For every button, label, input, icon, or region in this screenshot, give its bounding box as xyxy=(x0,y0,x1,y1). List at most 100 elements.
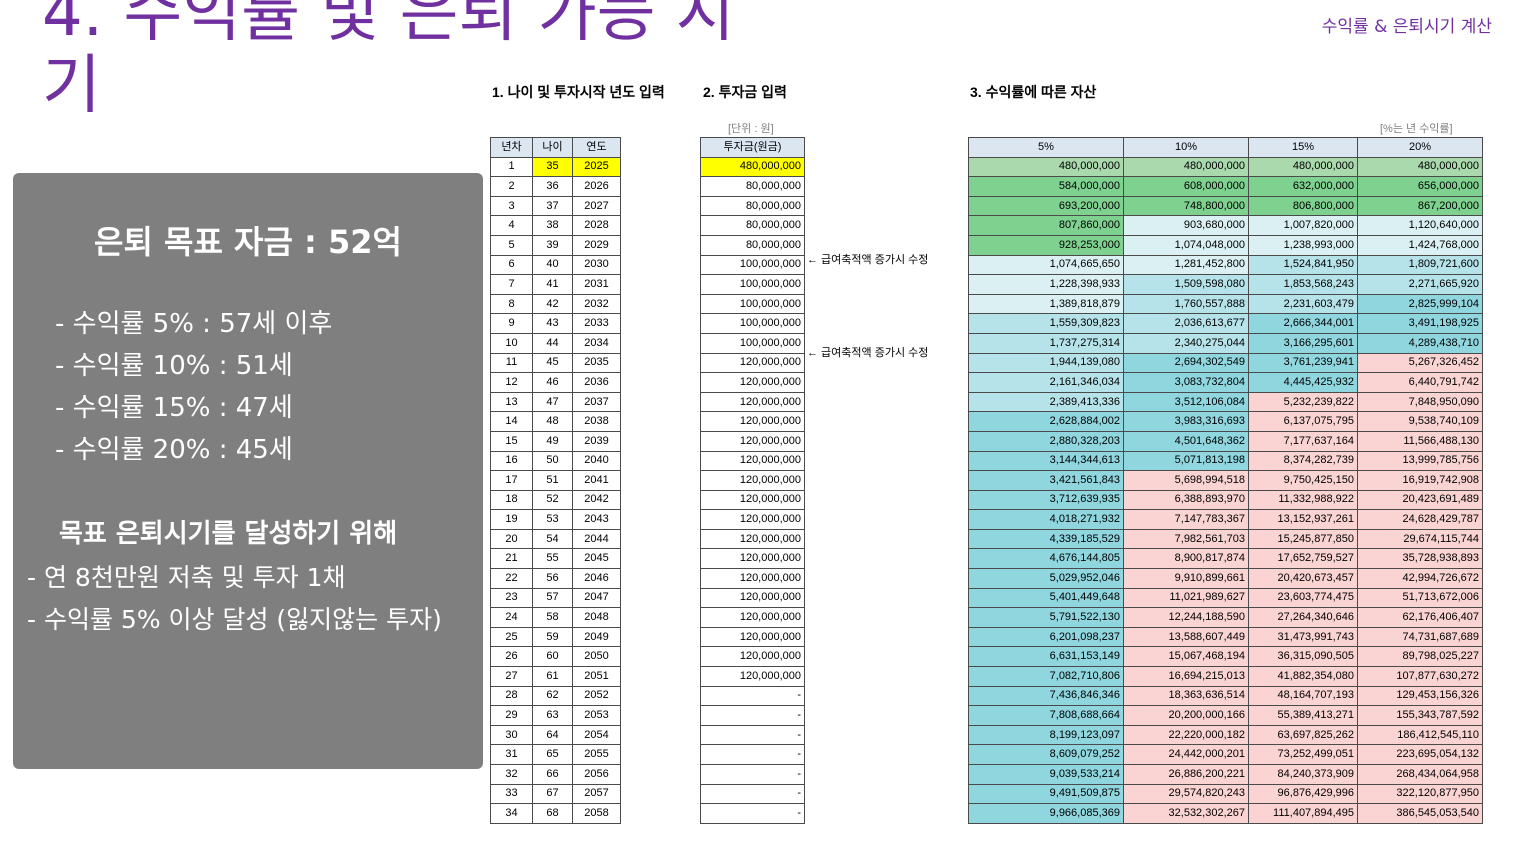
principal-cell: 120,000,000 xyxy=(700,509,805,530)
retirement-goal: 은퇴 목표 자금 : 52억 xyxy=(94,223,402,261)
asset-10pct-cell: 12,244,188,590 xyxy=(1123,607,1249,628)
year-index-cell: 27 xyxy=(490,666,533,687)
year-cell: 2035 xyxy=(572,352,621,374)
asset-20pct-cell: 20,423,691,489 xyxy=(1357,489,1483,511)
asset-20pct-cell: 223,695,054,132 xyxy=(1357,744,1483,765)
principal-cell: 120,000,000 xyxy=(700,607,805,628)
asset-20pct-cell: 186,412,545,110 xyxy=(1357,724,1483,746)
principal-cell: - xyxy=(700,783,805,805)
year-index-cell: 32 xyxy=(490,764,533,785)
table-row: 120,000,000 xyxy=(700,489,805,511)
principal-cell: 120,000,000 xyxy=(700,528,805,550)
table-row: 9,966,085,369 32,532,302,267 111,407,894,4… xyxy=(968,803,1483,824)
asset-20pct-cell: 322,120,877,950 xyxy=(1357,783,1483,805)
year-cell: 2036 xyxy=(572,372,621,393)
table-row: 25 59 2049 xyxy=(490,626,621,648)
year-cell: 2032 xyxy=(572,293,621,315)
table-row: 120,000,000 xyxy=(700,450,805,472)
asset-20pct-cell: 74,731,687,689 xyxy=(1357,626,1483,648)
asset-5pct-cell: 928,253,000 xyxy=(968,234,1124,256)
asset-15pct-cell: 55,389,413,271 xyxy=(1248,705,1358,726)
asset-5pct-cell: 1,228,398,933 xyxy=(968,274,1124,295)
age-cell: 61 xyxy=(532,666,573,687)
principal-cell: 120,000,000 xyxy=(700,568,805,589)
year-cell: 2054 xyxy=(572,724,621,746)
table-row: 4,339,185,529 7,982,561,703 15,245,877,850… xyxy=(968,528,1483,550)
table-row: 27 61 2051 xyxy=(490,666,621,687)
asset-20pct-cell: 89,798,025,227 xyxy=(1357,646,1483,668)
table-row: 4,018,271,932 7,147,783,367 13,152,937,261… xyxy=(968,509,1483,530)
asset-10pct-cell: 5,698,994,518 xyxy=(1123,470,1249,491)
principal-cell: 120,000,000 xyxy=(700,352,805,374)
year-index-cell: 14 xyxy=(490,411,533,432)
table-row: 2,161,346,034 3,083,732,804 4,445,425,932 6… xyxy=(968,372,1483,393)
table-row: 6 40 2030 xyxy=(490,254,621,276)
asset-10pct-cell: 1,281,452,800 xyxy=(1123,254,1249,276)
table-row: 10 44 2034 xyxy=(490,332,621,354)
table-row: 9,491,509,875 29,574,820,243 96,876,429,99… xyxy=(968,783,1483,805)
table-row: 14 48 2038 xyxy=(490,411,621,432)
table-row: 3,144,344,613 5,071,813,198 8,374,282,739 1… xyxy=(968,450,1483,472)
year-cell: 2041 xyxy=(572,470,621,491)
year-cell: 2047 xyxy=(572,587,621,609)
table-row: 1 35 2025 xyxy=(490,156,621,178)
asset-10pct-cell: 18,363,636,514 xyxy=(1123,685,1249,707)
asset-10pct-cell: 13,588,607,449 xyxy=(1123,626,1249,648)
asset-15pct-cell: 1,238,993,000 xyxy=(1248,234,1358,256)
rate-note: [%는 년 수익률] xyxy=(1380,123,1453,135)
table-row: 22 56 2046 xyxy=(490,568,621,589)
age-cell: 62 xyxy=(532,685,573,707)
table-row: 2,389,413,336 3,512,106,084 5,232,239,822 7… xyxy=(968,391,1483,413)
principal-cell: - xyxy=(700,724,805,746)
year-index-cell: 12 xyxy=(490,372,533,393)
asset-15pct-cell: 41,882,354,080 xyxy=(1248,666,1358,687)
table-row: 4 38 2028 xyxy=(490,215,621,236)
table-row: 120,000,000 xyxy=(700,666,805,687)
asset-15pct-cell: 4,445,425,932 xyxy=(1248,372,1358,393)
table-row: 100,000,000 xyxy=(700,293,805,315)
asset-5pct-cell: 8,609,079,252 xyxy=(968,744,1124,765)
rate-item: - 수익률 10% : 51세 xyxy=(55,351,293,381)
asset-10pct-cell: 2,340,275,044 xyxy=(1123,332,1249,354)
year-index-cell: 15 xyxy=(490,430,533,452)
table-row: 80,000,000 xyxy=(700,195,805,217)
asset-5pct-cell: 7,082,710,806 xyxy=(968,666,1124,687)
table-row: 5,791,522,130 12,244,188,590 27,264,340,64… xyxy=(968,607,1483,628)
age-cell: 41 xyxy=(532,274,573,295)
table-row: 13 47 2037 xyxy=(490,391,621,413)
year-index-cell: 10 xyxy=(490,332,533,354)
table-row: 34 68 2058 xyxy=(490,803,621,824)
asset-10pct-cell: 2,694,302,549 xyxy=(1123,352,1249,374)
crop-edge xyxy=(480,824,1520,864)
age-cell: 39 xyxy=(532,234,573,256)
asset-15pct-cell: 2,231,603,479 xyxy=(1248,293,1358,315)
asset-20pct-cell: 1,120,640,000 xyxy=(1357,215,1483,236)
salary-note: ← 급여축적액 증가시 수정 xyxy=(807,253,929,266)
age-cell: 42 xyxy=(532,293,573,315)
asset-10pct-cell: 9,910,899,661 xyxy=(1123,568,1249,589)
col-header-year-index: 년차 xyxy=(490,137,533,158)
slide-title: 4. 수익률 및 은퇴 가능 시기 xyxy=(42,0,735,123)
year-cell: 2044 xyxy=(572,528,621,550)
principal-cell: 120,000,000 xyxy=(700,430,805,452)
age-cell: 49 xyxy=(532,430,573,452)
asset-20pct-cell: 51,713,672,006 xyxy=(1357,587,1483,609)
asset-15pct-cell: 17,652,759,527 xyxy=(1248,548,1358,570)
principal-cell: 120,000,000 xyxy=(700,450,805,472)
table-row: 120,000,000 xyxy=(700,411,805,432)
principal-cell: - xyxy=(700,803,805,824)
asset-20pct-cell: 129,453,156,326 xyxy=(1357,685,1483,707)
year-cell: 2043 xyxy=(572,509,621,530)
col-header-rate-5: 5% xyxy=(968,137,1124,158)
table-row: 120,000,000 xyxy=(700,548,805,570)
asset-5pct-cell: 2,389,413,336 xyxy=(968,391,1124,413)
rate-list: - 수익률 5% : 57세 이후 - 수익률 10% : 51세 - 수익률 … xyxy=(55,303,332,471)
asset-5pct-cell: 6,631,153,149 xyxy=(968,646,1124,668)
asset-5pct-cell: 5,401,449,648 xyxy=(968,587,1124,609)
year-index-cell: 5 xyxy=(490,234,533,256)
table-row: 21 55 2045 xyxy=(490,548,621,570)
principal-cell: 120,000,000 xyxy=(700,411,805,432)
asset-20pct-cell: 1,809,721,600 xyxy=(1357,254,1483,276)
year-cell: 2028 xyxy=(572,215,621,236)
age-cell: 56 xyxy=(532,568,573,589)
